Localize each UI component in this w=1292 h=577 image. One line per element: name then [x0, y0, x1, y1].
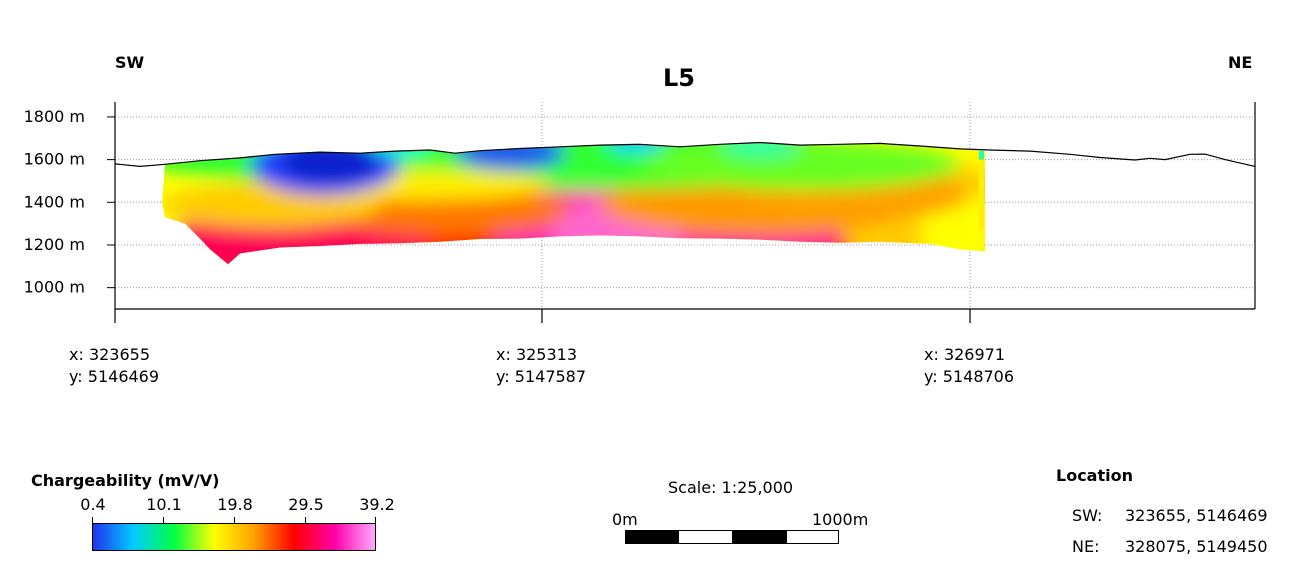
- location-ne-value: 328075, 5149450: [1125, 537, 1268, 556]
- y-tick-label: 1000 m: [24, 278, 85, 297]
- section-color-body: [280, 142, 380, 184]
- colorbar-tick-label: 29.5: [288, 495, 324, 514]
- section-color-body: [605, 142, 665, 152]
- y-tick-label: 1400 m: [24, 192, 85, 211]
- y-coord-1: y: 5146469: [69, 367, 160, 386]
- location-sw-value: 323655, 5146469: [1125, 506, 1268, 525]
- colorbar-tick: [234, 517, 235, 524]
- y-tick-label: 1600 m: [24, 150, 85, 169]
- location-sw-label: SW:: [1072, 506, 1103, 525]
- x-label-3: x: 326971 y: 5148706: [924, 344, 1014, 388]
- direction-ne: NE: [1228, 53, 1253, 72]
- chargeability-section: [162, 142, 985, 265]
- x-coord-1: x: 323655: [69, 345, 151, 364]
- location-ne-label: NE:: [1072, 537, 1100, 556]
- y-tick-label: 1800 m: [24, 107, 85, 126]
- colorbar: [92, 523, 376, 551]
- section-color-body: [640, 142, 960, 190]
- y-coord-3: y: 5148706: [924, 367, 1015, 386]
- colorbar-tick-label: 10.1: [146, 495, 182, 514]
- direction-sw: SW: [115, 53, 145, 72]
- colorbar-tick: [163, 517, 164, 524]
- x-coord-3: x: 326971: [924, 345, 1006, 364]
- y-tick-label: 1200 m: [24, 235, 85, 254]
- scale-bar-segment: [732, 530, 787, 544]
- section-edge-strip: [979, 159, 984, 230]
- colorbar-tick-label: 39.2: [359, 495, 395, 514]
- scale-bar-segment: [786, 530, 839, 544]
- scale-zero-label: 0m: [612, 510, 638, 529]
- colorbar-tick: [305, 517, 306, 524]
- scale-bar-segment: [625, 530, 679, 544]
- scale-end-label: 1000m: [812, 510, 869, 529]
- y-coord-2: y: 5147587: [496, 367, 587, 386]
- x-coord-2: x: 325313: [496, 345, 578, 364]
- colorbar-tick-label: 0.4: [80, 495, 106, 514]
- colorbar-tick-label: 19.8: [217, 495, 253, 514]
- chart-title: L5: [663, 64, 695, 92]
- x-label-1: x: 323655 y: 5146469: [69, 344, 159, 388]
- colorbar-tick: [92, 517, 93, 524]
- axes: 1800 m 1600 m 1400 m 1200 m 1000 m: [24, 102, 1256, 323]
- colorbar-title: Chargeability (mV/V): [31, 471, 220, 490]
- x-label-2: x: 325313 y: 5147587: [496, 344, 586, 388]
- topography-line: [114, 141, 1256, 168]
- section-color-body: [720, 142, 800, 157]
- location-title: Location: [1056, 466, 1133, 485]
- section-plot: 1800 m 1600 m 1400 m 1200 m 1000 m: [24, 102, 1256, 323]
- colorbar-tick: [375, 517, 376, 524]
- scale-label: Scale: 1:25,000: [668, 478, 794, 497]
- scale-bar-segment: [678, 530, 733, 544]
